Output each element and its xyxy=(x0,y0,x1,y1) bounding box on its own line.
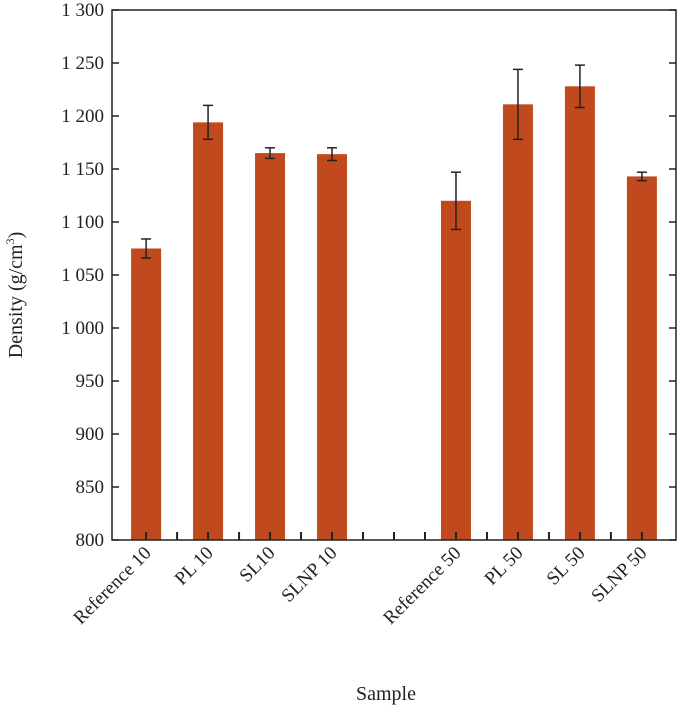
bar xyxy=(193,122,224,541)
x-tick-label: SL 50 xyxy=(543,543,590,590)
bar xyxy=(255,153,286,540)
y-tick-label: 1 250 xyxy=(61,53,104,74)
bar xyxy=(440,200,471,541)
y-tick-label: 1 300 xyxy=(61,0,104,21)
bar xyxy=(564,86,595,540)
x-tick-label: Reference 50 xyxy=(379,543,465,629)
y-tick-label: 1 200 xyxy=(61,106,104,127)
error-bars-group xyxy=(141,64,647,259)
y-tick-label: 1 100 xyxy=(61,212,104,233)
y-tick-label: 850 xyxy=(76,477,105,498)
y-axis-title-main: Density (g/cm xyxy=(5,244,27,358)
bar xyxy=(317,154,348,540)
x-tick-label: SLNP 50 xyxy=(587,543,651,607)
y-tick-label: 950 xyxy=(76,371,105,392)
y-axis-title: Density (g/cm3) xyxy=(3,232,27,359)
x-tick-label: Reference 10 xyxy=(70,543,156,629)
bar xyxy=(626,176,657,541)
x-tick-label: PL 10 xyxy=(171,543,218,590)
y-tick-label: 1 150 xyxy=(61,159,104,180)
x-tick-label: PL 50 xyxy=(481,543,528,590)
y-tick-label: 1 050 xyxy=(61,265,104,286)
x-axis-title: Sample xyxy=(356,683,416,705)
x-tick-label: SL10 xyxy=(236,543,280,587)
bars-group xyxy=(131,86,657,541)
bar xyxy=(131,248,162,540)
y-axis-title-superscript: 3 xyxy=(3,238,17,244)
y-tick-label: 1 000 xyxy=(61,318,104,339)
y-tick-label: 800 xyxy=(76,530,105,551)
y-axis-title-close: ) xyxy=(5,232,27,239)
bar xyxy=(502,104,533,540)
y-tick-label: 900 xyxy=(76,424,105,445)
x-tick-label: SLNP 10 xyxy=(278,543,342,607)
y-ticks-group: 800 850 900 950 1 000 1 050 1 100 1 150 1 200 1 2… xyxy=(61,0,676,551)
